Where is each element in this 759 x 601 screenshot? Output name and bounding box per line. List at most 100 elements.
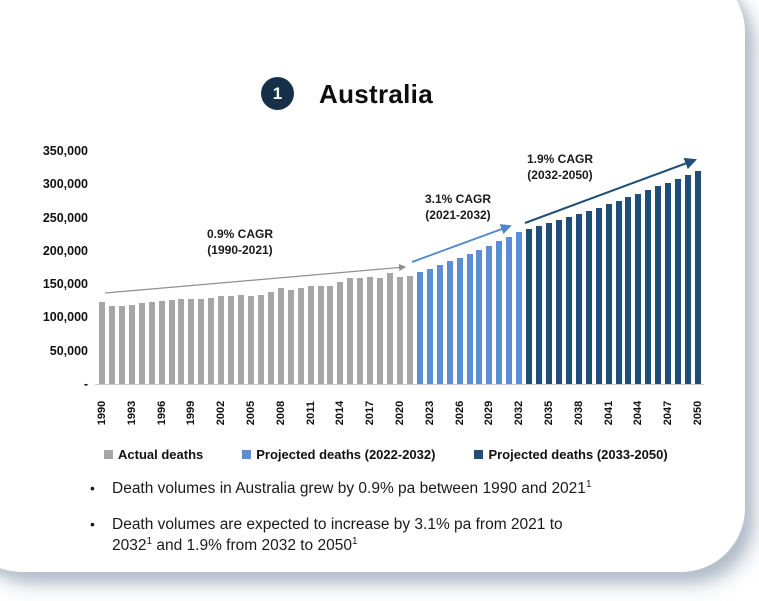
bar-2026 [456,258,463,384]
bar-1994 [138,303,145,384]
y-axis-label: - [83,377,88,391]
y-axis-label: 50,000 [49,344,88,358]
bar-2020 [397,277,403,384]
cagr-annotation-line: (2021-2032) [425,207,491,222]
cagr-annotation-projected-2: 1.9% CAGR (2032-2050) [498,152,622,183]
footnote-marker: 1 [585,478,592,490]
bullet-growth-actual: Death volumes in Australia grew by 0.9% … [86,478,646,499]
bar-2049 [685,175,692,384]
bar-2047 [665,183,672,384]
bar-1993 [128,305,135,384]
bar-chart-plot-area [97,151,703,384]
bar-2040 [595,208,602,384]
bullet-text: and 1.9% from 2032 to 2050 [152,537,352,554]
cagr-annotation-actual: 0.9% CAGR (1990-2021) [178,227,302,258]
bar-2004 [238,295,245,384]
bullet-text: Death volumes are expected to increase b… [112,516,563,533]
bar-2048 [675,179,682,384]
bar-2012 [317,286,324,384]
footnote-marker: 1 [146,535,153,547]
bar-2018 [377,278,384,384]
bar-2037 [565,217,572,384]
bar-2050 [695,171,702,384]
cagr-arrow-projected-2032-2050 [524,157,697,224]
legend-swatch-lightblue-icon [242,450,252,459]
bar-2028 [476,250,483,384]
bar-2005 [247,296,254,384]
y-axis-label: 200,000 [42,244,88,258]
bar-2035 [546,223,553,384]
bar-2014 [337,282,344,384]
cagr-annotation-line: 1.9% CAGR [526,152,594,166]
bar-2007 [267,292,274,384]
legend-item-projected-2022-2032: Projected deaths (2022-2032) [242,447,435,462]
bar-1996 [158,301,165,384]
bar-2017 [367,277,374,384]
bar-2033 [526,229,533,384]
legend-label: Projected deaths (2033-2050) [488,447,668,462]
bar-2024 [436,265,443,384]
bar-2022 [416,272,423,384]
bar-2006 [257,295,264,384]
bar-2034 [536,226,543,384]
bar-2031 [506,237,513,384]
bar-2038 [575,214,582,384]
bar-2041 [605,204,612,384]
bar-2027 [466,254,473,384]
bar-2029 [486,246,493,384]
bar-1992 [118,306,125,384]
cagr-annotation-projected-1: 3.1% CAGR (2021-2032) [396,192,520,223]
legend-swatch-navy-icon [474,450,484,459]
y-axis-label: 150,000 [42,277,88,291]
bar-2021 [406,276,413,384]
bar-1997 [168,300,175,384]
bar-1995 [148,302,155,384]
bar-1998 [178,299,185,384]
y-axis-label: 100,000 [42,310,88,324]
bullet-growth-projected: Death volumes are expected to increase b… [86,514,646,556]
legend-label: Projected deaths (2022-2032) [256,447,436,462]
legend-item-actual: Actual deaths [104,447,203,462]
cagr-annotation-line: (2032-2050) [527,167,593,182]
bar-2001 [208,298,215,384]
bullet-text: 2032 [112,537,147,554]
bar-2000 [198,299,205,384]
bar-2032 [516,232,523,384]
x-axis-line [95,384,704,385]
bar-2013 [327,286,334,384]
bar-1991 [108,306,115,384]
footnote-marker: 1 [351,535,358,547]
bar-2023 [426,269,433,384]
bar-2009 [287,290,294,384]
bar-2044 [635,194,642,384]
bar-2043 [625,197,632,384]
bar-2042 [615,201,622,384]
bar-1990 [98,302,105,384]
summary-bullets: Death volumes in Australia grew by 0.9% … [86,478,646,571]
legend-swatch-gray-icon [104,450,113,459]
cagr-arrow-actual [104,263,407,294]
bar-2011 [307,286,314,384]
bar-2025 [446,261,453,384]
bar-2003 [228,296,235,384]
bar-2045 [645,190,652,384]
bar-2010 [297,288,304,384]
bar-2002 [218,296,225,384]
cagr-arrow-projected-2021-2032 [411,224,512,263]
bar-2036 [555,220,562,384]
y-axis-label: 250,000 [42,211,88,225]
bar-2030 [496,241,503,384]
bar-2039 [585,211,592,384]
slide-number-badge: 1 [261,77,294,110]
bar-1999 [188,299,195,384]
bar-2019 [387,273,394,384]
bar-2015 [347,278,354,384]
cagr-annotation-line: (1990-2021) [207,242,273,257]
bullet-text: Death volumes in Australia grew by 0.9% … [112,480,586,497]
bar-2046 [655,186,662,384]
cagr-annotation-line: 0.9% CAGR [206,227,274,241]
cagr-arrows-overlay [104,157,697,294]
legend-item-projected-2033-2050: Projected deaths (2033-2050) [474,447,668,462]
page-title: Australia [319,79,433,109]
